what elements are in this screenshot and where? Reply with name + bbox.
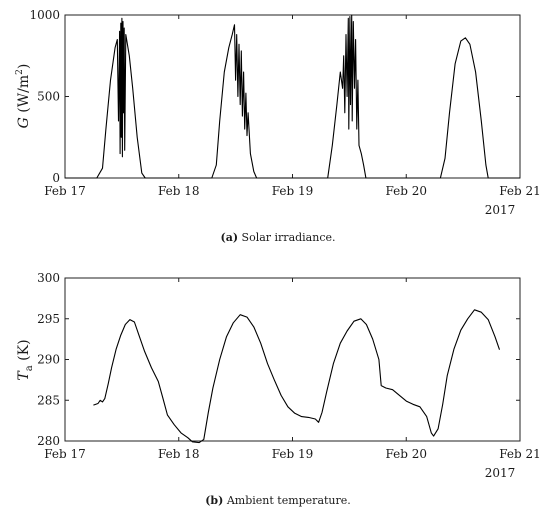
irradiance-series [65, 14, 520, 179]
temperature-y-tick-label: 285 [37, 393, 60, 407]
temperature-x-tick-label: Feb 20 [385, 447, 427, 461]
irradiance-y-axis-title: G (W/m2) [15, 64, 32, 129]
temperature-line [93, 309, 501, 444]
irradiance-chart: Feb 17 Feb 18 Feb 19 Feb 20 Feb 21 0 500 1000 G… [15, 8, 541, 244]
temperature-x-tick-label: Feb 18 [158, 447, 200, 461]
temperature-series [93, 309, 501, 444]
temperature-x-tick-label: Feb 19 [272, 447, 314, 461]
temperature-chart: Feb 17 Feb 18 Feb 19 Feb 20 Feb 21 280 285 290 2… [16, 271, 541, 507]
irradiance-y-tick-label: 0 [52, 171, 60, 185]
irradiance-y-tick-label: 500 [37, 90, 60, 104]
irradiance-caption: (a) Solar irradiance. [221, 231, 336, 244]
irradiance-ticks: Feb 17 Feb 18 Feb 19 Feb 20 Feb 21 0 500 1000 [29, 8, 540, 198]
temperature-y-tick-label: 280 [37, 434, 60, 448]
irradiance-x-tick-label: Feb 20 [385, 184, 427, 198]
temperature-year-label: 2017 [485, 466, 516, 480]
temperature-ticks: Feb 17 Feb 18 Feb 19 Feb 20 Feb 21 280 285 290 2… [37, 271, 541, 461]
temperature-y-tick-label: 295 [37, 312, 60, 326]
irradiance-x-tick-label: Feb 17 [44, 184, 86, 198]
temperature-caption: (b) Ambient temperature. [205, 494, 351, 507]
temperature-x-tick-label: Feb 17 [44, 447, 86, 461]
irradiance-x-tick-label: Feb 18 [158, 184, 200, 198]
temperature-y-tick-label: 290 [37, 353, 60, 367]
irradiance-line [65, 14, 520, 179]
irradiance-x-tick-label: Feb 21 [499, 184, 541, 198]
irradiance-x-tick-label: Feb 19 [272, 184, 314, 198]
irradiance-year-label: 2017 [485, 203, 516, 217]
temperature-y-axis-title: Ta (K) [16, 339, 35, 380]
temperature-y-tick-label: 300 [37, 271, 60, 285]
temperature-x-tick-label: Feb 21 [499, 447, 541, 461]
irradiance-y-tick-label: 1000 [29, 8, 60, 22]
